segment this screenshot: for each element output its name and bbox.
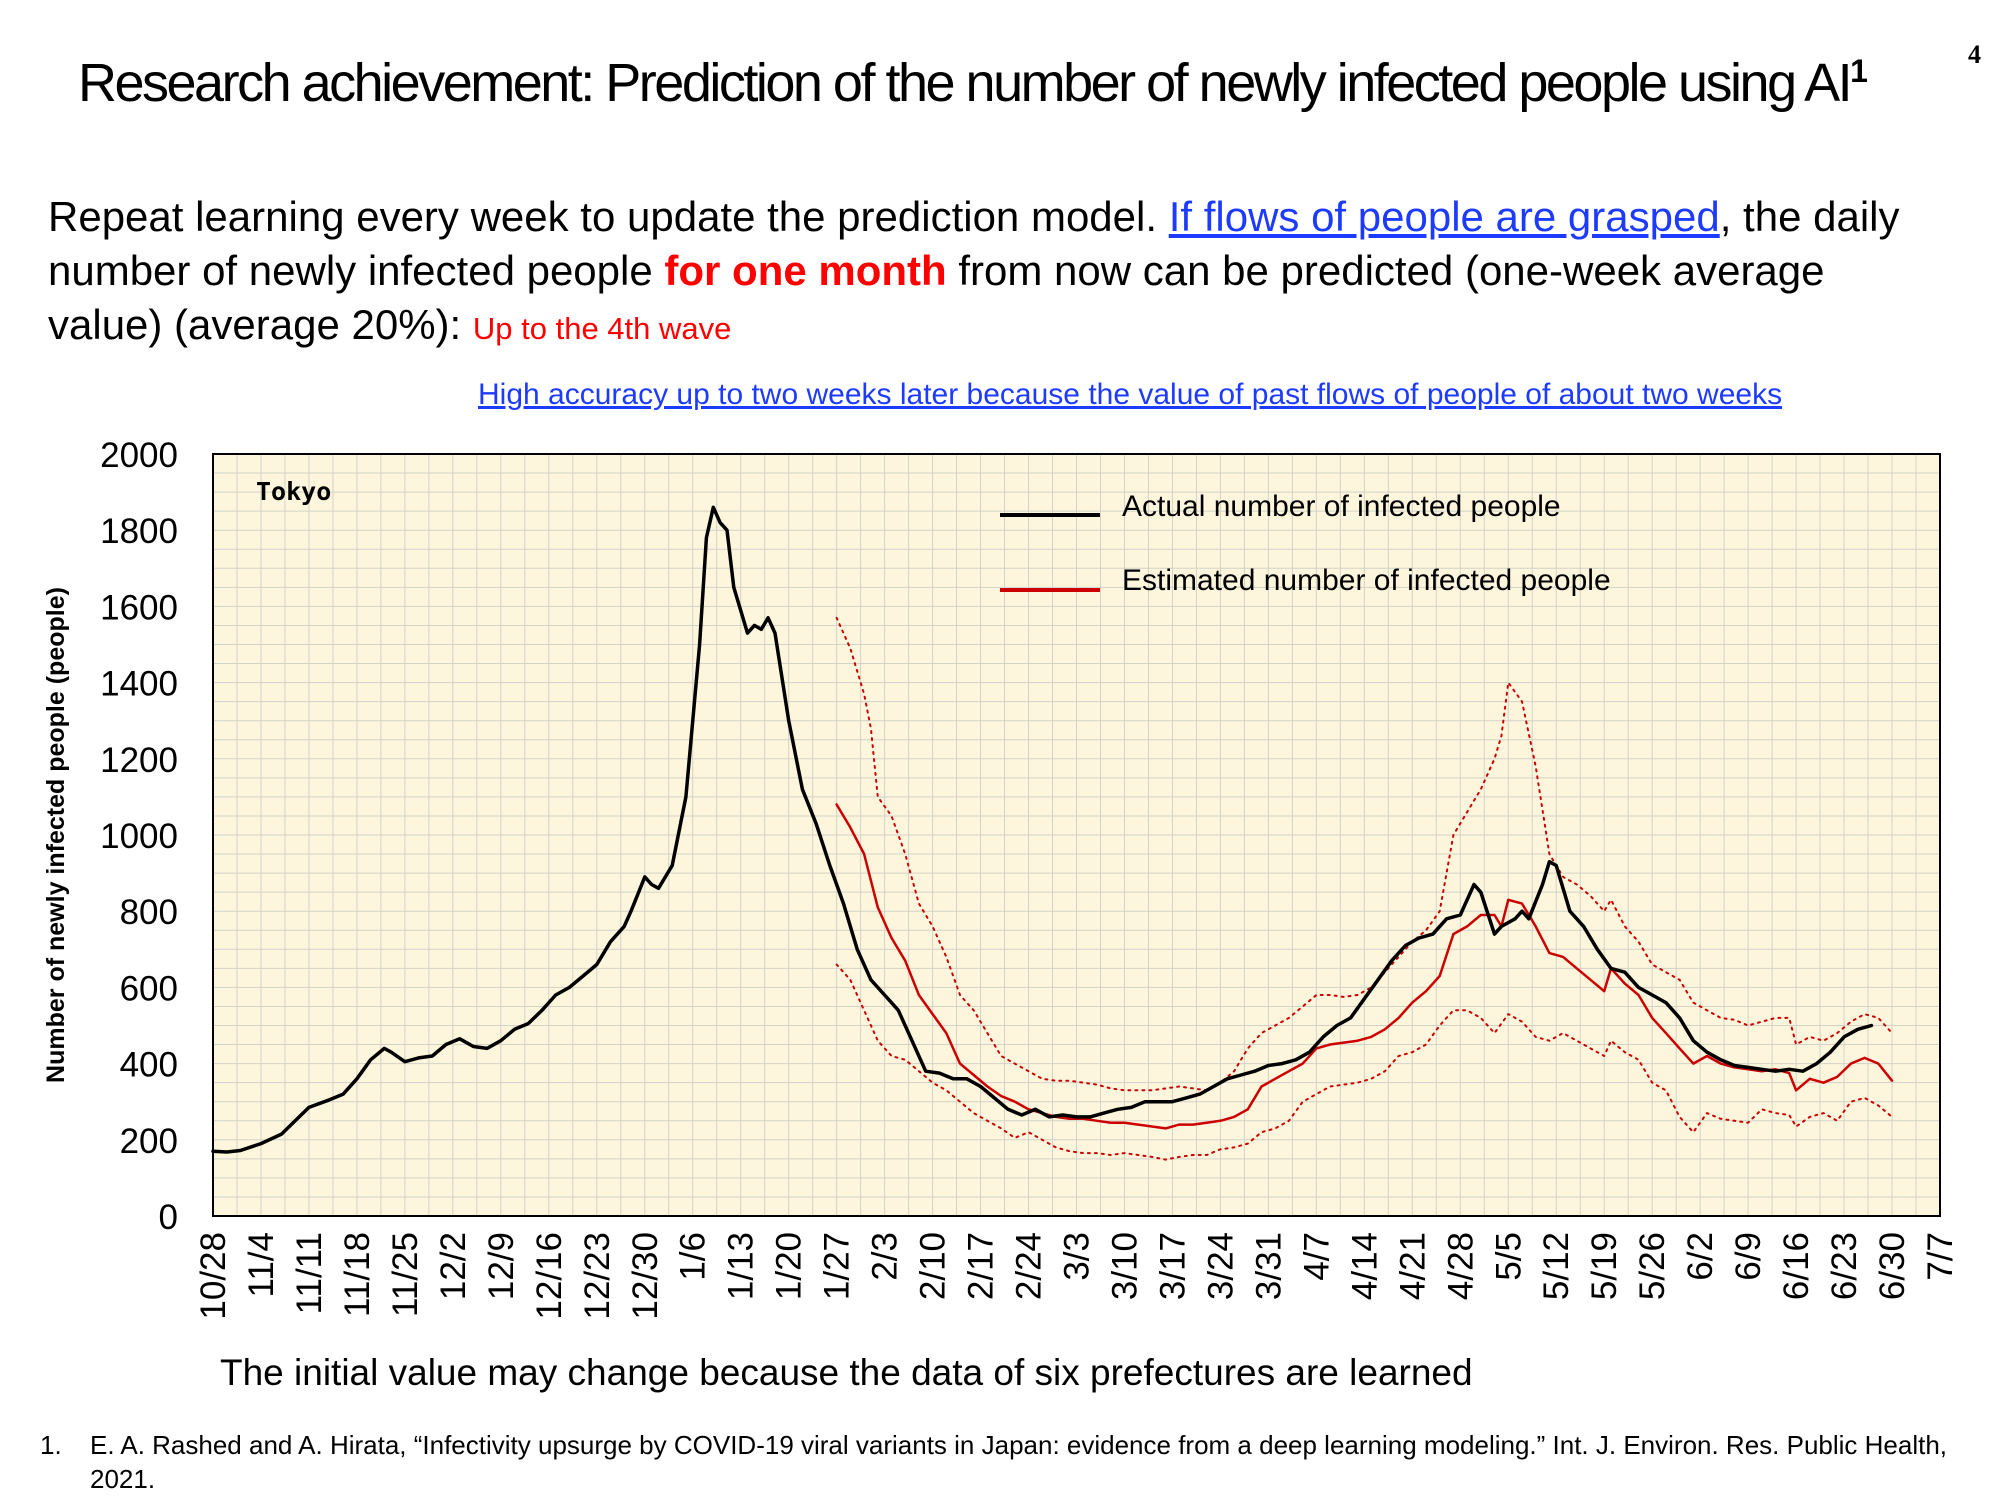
grid (212, 453, 1941, 1217)
x-tick-label: 5/26 (1633, 1232, 1672, 1300)
x-tick-label: 6/9 (1729, 1232, 1768, 1281)
intro-text-2: , the daily number of newly infected peo… (48, 193, 1900, 294)
x-tick-label: 11/25 (386, 1232, 425, 1317)
x-tick-label: 4/28 (1441, 1232, 1480, 1300)
y-tick-label: 1000 (100, 817, 178, 856)
x-tick-label: 12/2 (434, 1232, 473, 1300)
x-tick-label: 3/3 (1058, 1232, 1097, 1281)
people-flow-link[interactable]: If flows of people are grasped (1168, 193, 1720, 240)
x-tick-label: 3/10 (1105, 1232, 1144, 1300)
footnote-number: 1. (40, 1430, 62, 1460)
x-tick-label: 1/20 (770, 1232, 809, 1300)
x-tick-label: 2/17 (962, 1232, 1001, 1300)
x-tick-label: 3/31 (1249, 1232, 1288, 1300)
x-tick-label: 12/16 (530, 1232, 569, 1320)
accuracy-note-link[interactable]: High accuracy up to two weeks later beca… (478, 378, 1783, 411)
legend: Actual number of infected people Estimat… (1000, 490, 1611, 597)
x-tick-label: 2/10 (914, 1232, 953, 1300)
x-tick-label: 4/14 (1345, 1232, 1384, 1300)
x-tick-label: 6/30 (1873, 1232, 1912, 1300)
x-tick-label: 6/16 (1777, 1232, 1816, 1300)
actual-series-line (211, 505, 1874, 1154)
x-tick-label: 3/17 (1153, 1232, 1192, 1300)
prediction-band (835, 616, 1893, 1161)
y-tick-label: 1200 (100, 741, 178, 780)
intro-text-1: Repeat learning every week to update the… (48, 193, 1169, 240)
x-tick-label: 5/5 (1489, 1232, 1528, 1281)
one-month-emphasis: for one month (664, 247, 947, 294)
y-axis-ticks: 0 200 400 600 800 1000 1200 1400 1600 1800 2000 (100, 436, 178, 1237)
y-tick-label: 1800 (100, 512, 178, 551)
x-tick-label: 12/30 (626, 1232, 665, 1320)
y-tick-label: 0 (159, 1198, 178, 1237)
page-number: 4 (1968, 40, 1981, 69)
x-tick-label: 6/2 (1681, 1232, 1720, 1281)
x-tick-label: 5/19 (1585, 1232, 1624, 1300)
x-tick-label: 6/23 (1825, 1232, 1864, 1300)
x-tick-label: 10/28 (194, 1232, 233, 1320)
y-tick-label: 200 (120, 1122, 178, 1161)
estimated-series-line (835, 803, 1894, 1130)
tokyo-label: Tokyo (256, 477, 331, 506)
x-tick-label: 2/24 (1010, 1232, 1049, 1300)
y-tick-label: 400 (120, 1046, 178, 1085)
plot-frame (212, 453, 1941, 1217)
intro-paragraph: Repeat learning every week to update the… (48, 190, 1948, 356)
x-tick-label: 4/21 (1393, 1232, 1432, 1300)
y-tick-label: 1600 (100, 588, 178, 627)
intro-text-3: from now can be predicted (one-week aver… (48, 247, 1825, 348)
x-tick-label: 1/27 (818, 1232, 857, 1300)
x-tick-label: 11/4 (242, 1232, 281, 1298)
x-tick-label: 1/13 (722, 1232, 761, 1300)
estimate-lower-bound-line (835, 963, 1893, 1161)
legend-estimated-label: Estimated number of infected people (1122, 564, 1611, 597)
y-tick-label: 1400 (100, 665, 178, 704)
slide-title-text: Research achievement: Prediction of the … (78, 53, 1853, 113)
series-lines (211, 505, 1894, 1154)
x-tick-label: 5/12 (1537, 1232, 1576, 1300)
slide-title: Research achievement: Prediction of the … (78, 52, 1928, 114)
initial-value-note: The initial value may change because the… (220, 1352, 1473, 1393)
y-tick-label: 800 (120, 893, 178, 932)
fourth-wave-note: Up to the 4th wave (472, 311, 732, 346)
x-axis-ticks: 10/28 11/4 11/11 11/18 11/25 12/2 12/9 12/16 12/… (194, 1232, 1960, 1320)
title-footnote-marker: 1 (1850, 53, 1868, 89)
x-tick-label: 3/24 (1201, 1232, 1240, 1300)
y-axis-label: Number of newly infected people (people) (42, 587, 70, 1083)
x-tick-label: 1/6 (674, 1232, 713, 1281)
legend-actual-label: Actual number of infected people (1122, 490, 1561, 523)
x-tick-label: 11/11 (290, 1232, 329, 1314)
footnote-citation: E. A. Rashed and A. Hirata, “Infectivity… (90, 1430, 1948, 1494)
x-tick-label: 12/9 (482, 1232, 521, 1300)
x-tick-label: 7/7 (1921, 1232, 1960, 1281)
y-tick-label: 600 (120, 969, 178, 1008)
x-tick-label: 11/18 (338, 1232, 377, 1317)
x-tick-label: 2/3 (866, 1232, 905, 1281)
x-tick-label: 4/7 (1297, 1232, 1336, 1281)
x-tick-label: 12/23 (578, 1232, 617, 1320)
y-tick-label: 2000 (100, 436, 178, 475)
